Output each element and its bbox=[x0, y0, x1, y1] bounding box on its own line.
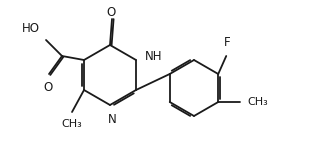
Text: NH: NH bbox=[145, 51, 163, 63]
Text: O: O bbox=[106, 6, 116, 18]
Text: N: N bbox=[108, 113, 116, 126]
Text: CH₃: CH₃ bbox=[247, 97, 268, 107]
Text: CH₃: CH₃ bbox=[62, 119, 82, 129]
Text: F: F bbox=[224, 36, 230, 49]
Text: O: O bbox=[44, 81, 53, 94]
Text: HO: HO bbox=[22, 22, 40, 35]
